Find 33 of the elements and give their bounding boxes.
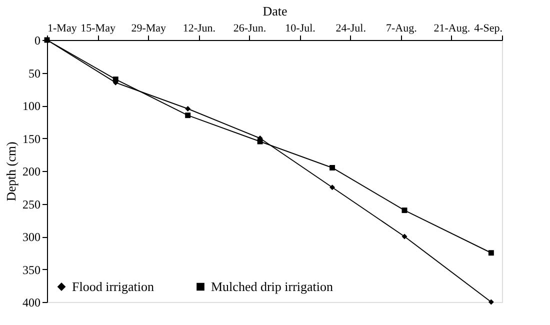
point xyxy=(185,106,191,112)
y-axis-title: Depth (cm) xyxy=(4,142,18,202)
y-tick-label: 50 xyxy=(28,66,40,80)
point xyxy=(185,112,191,118)
point xyxy=(112,76,118,82)
x-tick-label: 15-May xyxy=(80,22,116,34)
point xyxy=(330,164,336,170)
point xyxy=(257,138,263,144)
x-tick-label: 1-May xyxy=(48,22,78,34)
point xyxy=(488,250,494,256)
x-tick-label: 10-Jul. xyxy=(285,22,316,34)
x-tick-label: 24-Jul. xyxy=(336,22,366,34)
y-tick-label: 400 xyxy=(22,296,40,310)
legend-label: Flood irrigation xyxy=(72,278,154,294)
y-tick-label: 0 xyxy=(34,34,40,48)
y-tick-label: 300 xyxy=(22,230,40,244)
y-tick-label: 250 xyxy=(22,197,40,212)
x-tick-label: 26-Jun. xyxy=(233,22,266,34)
legend-label: Mulched drip irrigation xyxy=(211,278,334,294)
y-tick-label: 150 xyxy=(22,132,40,146)
x-tick-label: 7-Aug. xyxy=(386,22,418,34)
point xyxy=(330,184,336,190)
x-tick-label: 12-Jun. xyxy=(182,22,216,34)
x-axis-title: Date xyxy=(262,4,288,18)
x-tick-label: 29-May xyxy=(131,22,167,34)
point xyxy=(488,299,494,305)
x-tick-label: 4-Sep. xyxy=(474,22,503,34)
point xyxy=(402,234,408,240)
y-tick-label: 100 xyxy=(22,99,40,113)
x-tick-label: 21-Aug. xyxy=(434,22,470,34)
y-tick-label: 200 xyxy=(22,164,40,178)
y-tick-label: 350 xyxy=(22,262,40,277)
point xyxy=(402,208,408,214)
